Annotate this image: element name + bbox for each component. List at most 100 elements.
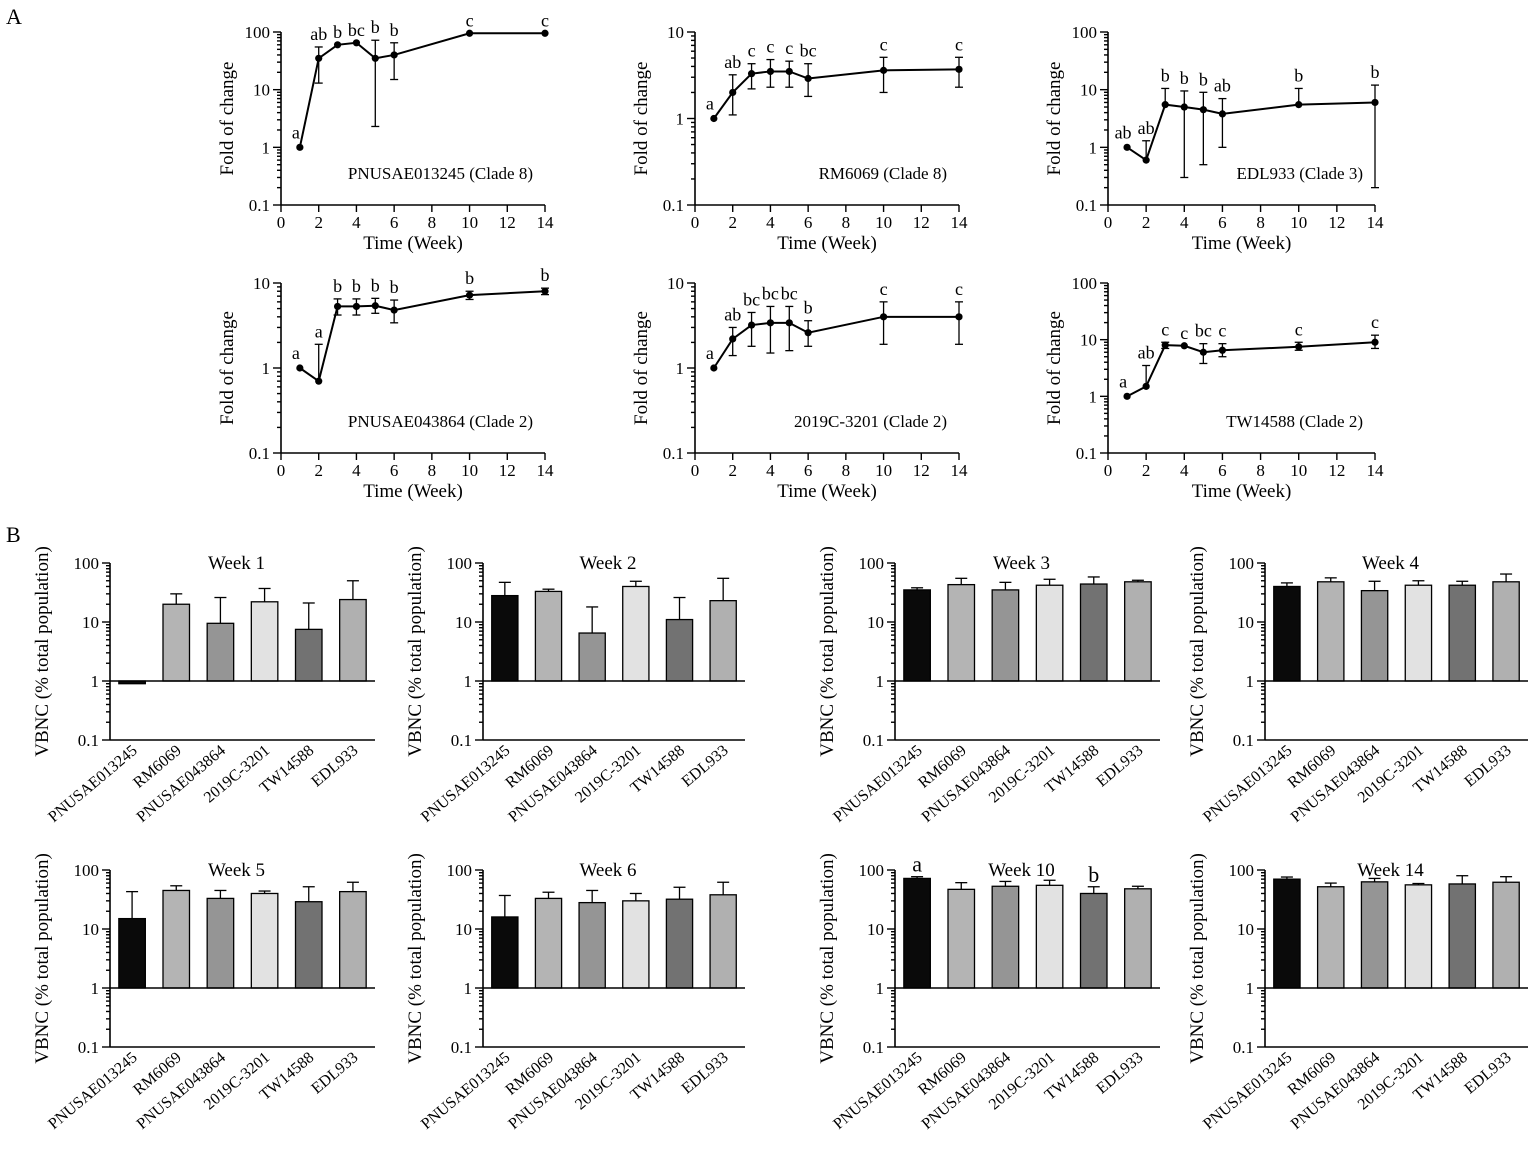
y-tick-label: 10 [667, 274, 684, 293]
x-tick-label: 8 [428, 213, 437, 232]
significance-letter: c [785, 38, 793, 58]
y-tick-label: 1 [1089, 138, 1098, 157]
x-tick-label: 2 [314, 213, 323, 232]
significance-letter: b [371, 17, 380, 37]
x-tick-label: 10 [875, 461, 892, 480]
y-tick-label: 1 [876, 979, 885, 998]
x-tick-label: 0 [1104, 461, 1113, 480]
bar [1404, 884, 1433, 989]
data-point [390, 51, 398, 59]
significance-letter: b [352, 276, 361, 296]
significance-letter: b [1371, 62, 1380, 82]
significance-letter: c [955, 279, 963, 299]
y-tick-label: 1 [1246, 672, 1255, 691]
y-tick-label: 0.1 [78, 731, 99, 750]
y-tick-label: 10 [253, 81, 270, 100]
bar [947, 888, 976, 989]
chart-title: Week 5 [208, 860, 265, 881]
x-tick-label: 12 [1328, 461, 1345, 480]
y-tick-label: 10 [667, 23, 684, 42]
y-tick-label: 0.1 [249, 196, 270, 215]
y-axis-label: VBNC (% total population) [1187, 546, 1208, 757]
significance-letter: c [955, 34, 963, 54]
bar [206, 622, 235, 682]
x-tick-label: 4 [1180, 461, 1189, 480]
data-point [315, 377, 323, 385]
data-point [1161, 101, 1169, 109]
bar [1448, 584, 1477, 682]
data-point [1218, 110, 1227, 118]
bar [1492, 881, 1520, 989]
y-tick-label: 100 [1072, 274, 1098, 293]
y-tick-label: 0.1 [663, 444, 684, 463]
data-point [1142, 156, 1150, 164]
chart-a2: 0.1 1 10 0 2 4 6 8 10 12 14 Time (Week) Fold of chan… [631, 23, 968, 254]
significance-letter: a [912, 852, 922, 877]
bar [1492, 581, 1520, 682]
significance-letter: c [1371, 312, 1379, 332]
significance-letter: b [390, 20, 399, 40]
bar [622, 900, 650, 989]
bar [491, 594, 519, 682]
x-category-label: EDL933 [308, 1049, 361, 1097]
x-category-label: PNUSAE013245 [1200, 1049, 1295, 1133]
x-axis-label: Time (Week) [363, 481, 463, 502]
x-tick-label: 2 [1142, 213, 1151, 232]
x-tick-label: 10 [1290, 213, 1307, 232]
data-point [333, 302, 342, 311]
x-category-label: EDL933 [1093, 742, 1146, 790]
data-point [1142, 382, 1150, 390]
data-point [729, 335, 737, 343]
data-point [1199, 106, 1207, 114]
x-axis-label: Time (Week) [1192, 233, 1292, 254]
y-axis-label: VBNC (% total population) [1187, 853, 1208, 1064]
y-tick-label: 100 [859, 861, 885, 880]
significance-letter: b [1088, 862, 1099, 887]
y-tick-label: 100 [447, 554, 473, 573]
significance-letter: b [1199, 69, 1208, 89]
significance-letter: bc [800, 41, 817, 61]
data-point [465, 291, 474, 299]
y-tick-label: 10 [1080, 81, 1097, 100]
chart-a6: 0.1 1 10 100 0 2 4 6 8 10 12 14 Time (Week) Fold of c… [1044, 274, 1384, 502]
x-tick-label: 0 [691, 461, 700, 480]
bar [339, 598, 367, 682]
significance-letter: b [390, 277, 399, 297]
x-tick-label: 8 [842, 213, 851, 232]
significance-letter: a [292, 343, 300, 363]
x-tick-label: 6 [1218, 213, 1227, 232]
x-tick-label: 0 [1104, 213, 1113, 232]
significance-letter: b [333, 22, 342, 42]
y-tick-label: 100 [1229, 554, 1255, 573]
bar [1316, 886, 1345, 989]
x-category-label: PNUSAE013245 [45, 742, 140, 826]
bar [578, 901, 606, 989]
chart-title: Week 1 [208, 553, 265, 574]
data-point [1199, 348, 1207, 356]
y-tick-label: 100 [74, 861, 100, 880]
chart-b1: 0.1 1 10 100 Week 1 VBNC (% total population)… [32, 546, 375, 826]
data-point [1371, 338, 1379, 346]
y-tick-label: 100 [245, 23, 271, 42]
y-tick-label: 100 [1229, 861, 1255, 880]
data-point [371, 302, 379, 310]
x-tick-label: 12 [1328, 213, 1345, 232]
y-tick-label: 10 [455, 613, 472, 632]
data-point [371, 54, 379, 62]
x-tick-label: 4 [352, 461, 361, 480]
y-tick-label: 1 [91, 672, 100, 691]
significance-letter: a [315, 321, 323, 341]
significance-letter: a [706, 343, 714, 363]
x-tick-label: 2 [728, 461, 737, 480]
bar [1035, 884, 1064, 989]
chart-title: Week 2 [579, 553, 636, 574]
significance-letter: c [880, 279, 888, 299]
significance-letter: ab [1138, 118, 1155, 138]
y-axis-label: Fold of change [217, 62, 238, 176]
bar [991, 885, 1020, 989]
y-axis-label: VBNC (% total population) [32, 546, 53, 757]
data-point [333, 41, 342, 49]
y-tick-label: 1 [1246, 979, 1255, 998]
y-tick-label: 10 [1237, 920, 1254, 939]
x-tick-label: 6 [390, 213, 399, 232]
